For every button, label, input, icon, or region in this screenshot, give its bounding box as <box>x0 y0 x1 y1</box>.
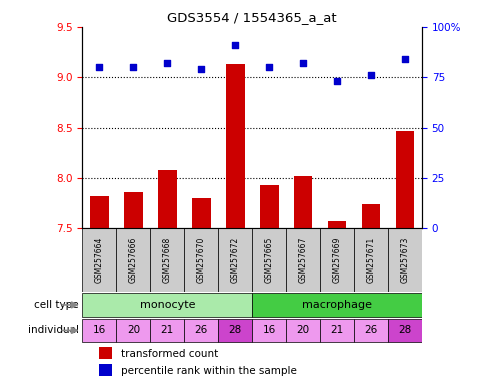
Bar <box>184 319 218 342</box>
Bar <box>259 185 278 228</box>
Text: macrophage: macrophage <box>302 300 371 310</box>
Point <box>231 42 239 48</box>
Text: monocyte: monocyte <box>139 300 195 310</box>
Text: 16: 16 <box>92 326 106 336</box>
Text: GSM257667: GSM257667 <box>298 237 307 283</box>
Text: cell type: cell type <box>34 300 79 310</box>
Bar <box>361 204 379 228</box>
Bar <box>116 319 150 342</box>
Bar <box>395 131 413 228</box>
Bar <box>226 64 244 228</box>
Bar <box>158 170 176 228</box>
Bar <box>387 228 421 292</box>
Bar <box>150 319 184 342</box>
Point <box>299 60 306 66</box>
Point <box>366 72 374 78</box>
Bar <box>124 192 142 228</box>
Bar <box>99 347 112 359</box>
Point <box>400 56 408 62</box>
Point <box>129 64 137 70</box>
Text: transformed count: transformed count <box>121 349 218 359</box>
Text: 20: 20 <box>126 326 140 336</box>
Text: GSM257673: GSM257673 <box>400 237 408 283</box>
Text: 26: 26 <box>194 326 208 336</box>
Bar <box>218 319 252 342</box>
Bar <box>319 319 353 342</box>
Text: GSM257672: GSM257672 <box>230 237 239 283</box>
Bar <box>82 293 252 317</box>
Text: GSM257665: GSM257665 <box>264 237 273 283</box>
Text: GSM257666: GSM257666 <box>129 237 137 283</box>
Text: 28: 28 <box>228 326 242 336</box>
Point <box>95 64 103 70</box>
Text: 28: 28 <box>397 326 411 336</box>
Text: 21: 21 <box>330 326 343 336</box>
Point <box>333 78 340 84</box>
Text: 26: 26 <box>363 326 377 336</box>
Bar <box>192 198 210 228</box>
Title: GDS3554 / 1554365_a_at: GDS3554 / 1554365_a_at <box>167 11 336 24</box>
Point <box>197 66 205 72</box>
Text: 20: 20 <box>296 326 309 336</box>
Bar <box>286 228 319 292</box>
Bar <box>353 228 387 292</box>
Text: GSM257669: GSM257669 <box>332 237 341 283</box>
Text: GSM257670: GSM257670 <box>197 237 205 283</box>
Bar <box>99 364 112 376</box>
Bar <box>387 319 421 342</box>
Bar <box>293 176 312 228</box>
Bar <box>286 319 319 342</box>
Bar <box>252 228 286 292</box>
Text: 21: 21 <box>160 326 174 336</box>
Bar <box>150 228 184 292</box>
Bar <box>218 228 252 292</box>
Text: 16: 16 <box>262 326 275 336</box>
Bar <box>252 293 421 317</box>
Text: individual: individual <box>28 326 79 336</box>
Bar <box>184 228 218 292</box>
Bar <box>353 319 387 342</box>
Point <box>163 60 171 66</box>
Bar <box>82 228 116 292</box>
Bar <box>116 228 150 292</box>
Bar <box>90 196 108 228</box>
Text: GSM257668: GSM257668 <box>163 237 171 283</box>
Bar <box>327 221 346 228</box>
Point <box>265 64 272 70</box>
Bar <box>82 319 116 342</box>
Bar <box>252 319 286 342</box>
Bar <box>319 228 353 292</box>
Text: percentile rank within the sample: percentile rank within the sample <box>121 366 296 376</box>
Text: GSM257664: GSM257664 <box>95 237 104 283</box>
Text: GSM257671: GSM257671 <box>366 237 375 283</box>
